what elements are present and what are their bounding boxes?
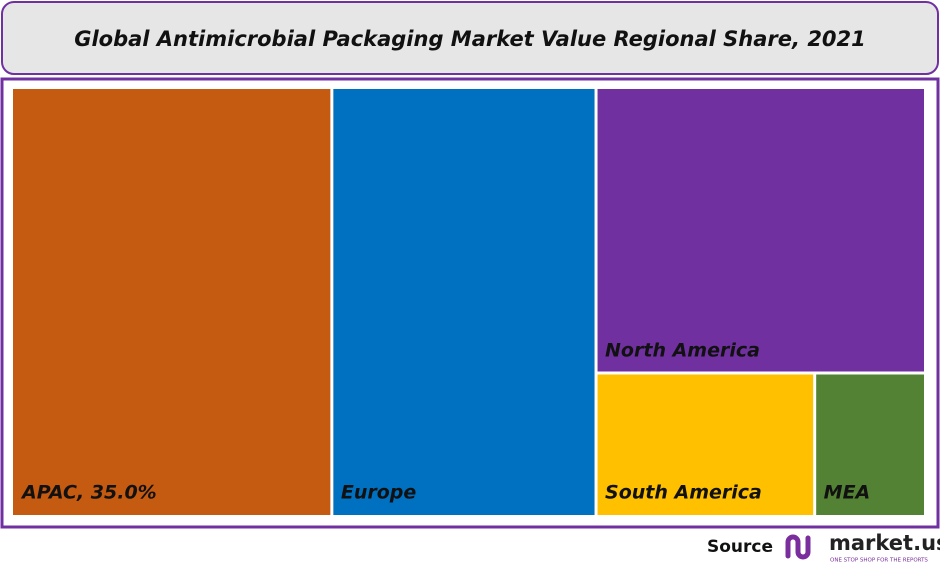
cell-label: South America xyxy=(605,482,762,504)
cell-label: Europe xyxy=(341,482,417,504)
treemap-cell xyxy=(816,374,924,515)
brand: market.us xyxy=(829,531,940,555)
cell-label: North America xyxy=(605,340,760,362)
logo-mark xyxy=(785,534,811,560)
treemap-cell xyxy=(333,89,595,515)
tagline: ONE STOP SHOP FOR THE REPORTS xyxy=(830,558,928,564)
chart-title: Global Antimicrobial Packaging Market Va… xyxy=(74,27,866,51)
cell-label: APAC, 35.0% xyxy=(20,482,157,504)
treemap: APAC, 35.0% Europe North America South Amer… xyxy=(13,89,924,515)
title-box xyxy=(1,1,939,75)
treemap-cell xyxy=(13,89,331,515)
treemap-cell xyxy=(597,89,924,372)
cell-label: MEA xyxy=(824,482,871,504)
logo: market.us ONE STOP SHOP FOR THE REPORTS xyxy=(785,531,940,564)
treemap-cell xyxy=(597,374,814,515)
source-label: Source xyxy=(707,537,773,557)
